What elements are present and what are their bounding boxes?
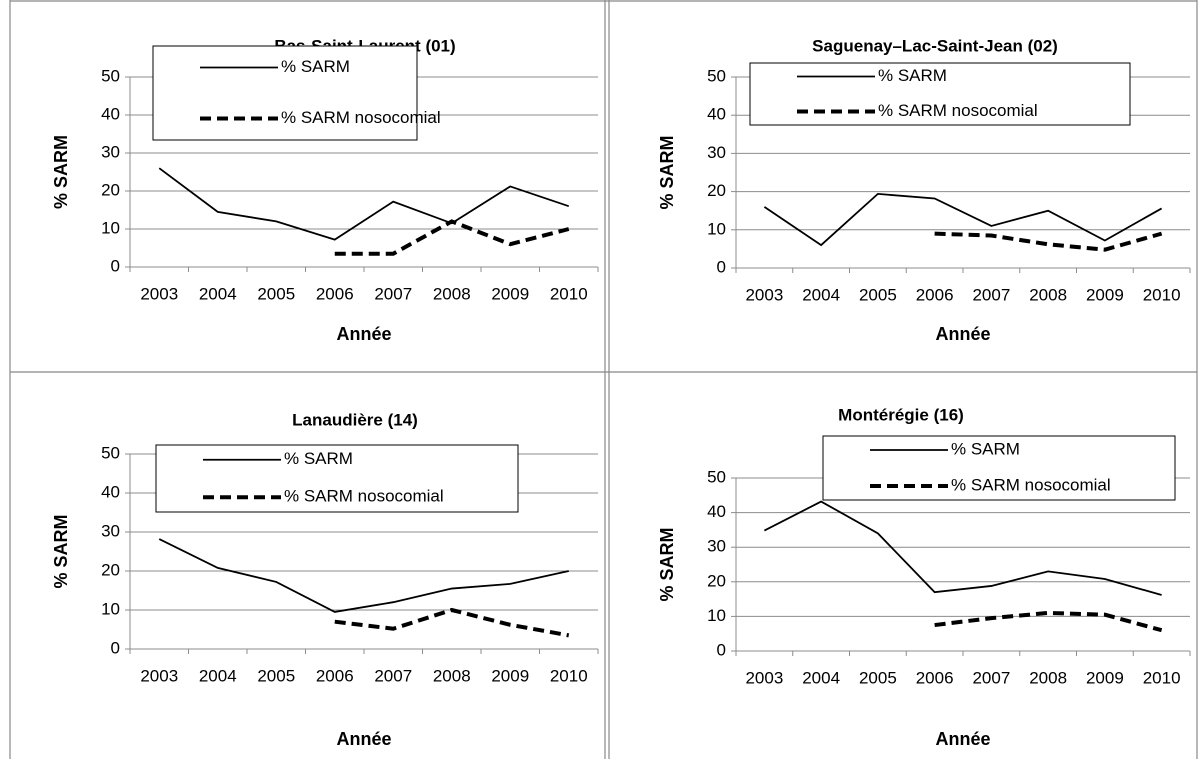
- x-tick-label: 2010: [1143, 668, 1181, 687]
- x-tick-label: 2003: [745, 285, 783, 304]
- y-tick-label: 30: [707, 143, 726, 162]
- x-axis-label: Année: [935, 324, 990, 344]
- x-tick-label: 2008: [1029, 668, 1067, 687]
- chart-title: Saguenay–Lac-Saint-Jean (02): [812, 36, 1058, 55]
- x-tick-label: 2004: [802, 285, 840, 304]
- x-axis-label: Année: [935, 729, 990, 749]
- x-tick-label: 2008: [1029, 285, 1067, 304]
- chart-title: Lanaudière (14): [292, 410, 418, 429]
- y-tick-label: 40: [101, 104, 120, 123]
- legend-label: % SARM: [281, 57, 350, 76]
- x-tick-label: 2007: [374, 284, 412, 303]
- x-tick-label: 2003: [745, 668, 783, 687]
- series-line: [158, 167, 570, 241]
- x-tick-label: 2007: [972, 668, 1010, 687]
- legend-box: [822, 435, 1176, 501]
- y-tick-label: 10: [101, 218, 120, 237]
- x-axis-label: Année: [336, 729, 391, 749]
- y-tick-label: 0: [717, 257, 726, 276]
- x-tick-label: 2010: [550, 666, 588, 685]
- series-line: [763, 192, 1163, 247]
- series-line: [334, 219, 570, 256]
- x-tick-label: 2005: [859, 285, 897, 304]
- y-tick-label: 0: [111, 256, 120, 275]
- y-tick-label: 0: [717, 640, 726, 659]
- series-line: [158, 538, 569, 613]
- chart-panel: Montérégie (16) % SARM Année 0 10 20 30 40 50 200…: [657, 405, 1191, 749]
- legend-label: % SARM nosocomial: [951, 475, 1111, 494]
- legend-label: % SARM nosocomial: [878, 101, 1038, 120]
- y-tick-label: 40: [707, 502, 726, 521]
- y-tick-label: 50: [101, 66, 120, 85]
- x-tick-label: 2007: [972, 285, 1010, 304]
- chart-title: Montérégie (16): [838, 405, 964, 424]
- legend: % SARM % SARM nosocomial: [152, 45, 441, 141]
- legend: % SARM % SARM nosocomial: [155, 444, 519, 513]
- y-tick-label: 30: [101, 142, 120, 161]
- panel-borders: [9, 0, 1198, 759]
- x-tick-label: 2008: [433, 284, 471, 303]
- series-line: [334, 607, 570, 638]
- y-tick-label: 30: [101, 521, 120, 540]
- x-tick-label: 2004: [802, 668, 840, 687]
- y-tick-label: 20: [101, 180, 120, 199]
- y-tick-label: 50: [101, 443, 120, 462]
- y-axis-label: % SARM: [51, 514, 71, 588]
- x-tick-label: 2005: [257, 284, 295, 303]
- x-tick-label: 2007: [374, 666, 412, 685]
- y-axis-label: % SARM: [51, 135, 71, 209]
- legend-label: % SARM nosocomial: [284, 487, 444, 506]
- x-tick-label: 2006: [916, 668, 954, 687]
- y-tick-label: 20: [101, 560, 120, 579]
- y-tick-label: 10: [101, 599, 120, 618]
- x-tick-label: 2005: [257, 666, 295, 685]
- x-tick-label: 2010: [1143, 285, 1181, 304]
- y-tick-label: 20: [707, 571, 726, 590]
- x-tick-label: 2003: [140, 666, 178, 685]
- legend-box: [152, 45, 418, 141]
- legend-label: % SARM nosocomial: [281, 108, 441, 127]
- x-tick-label: 2009: [491, 666, 529, 685]
- legend-box: [155, 444, 519, 513]
- y-tick-label: 40: [101, 482, 120, 501]
- y-tick-label: 20: [707, 181, 726, 200]
- x-tick-label: 2010: [550, 284, 588, 303]
- y-tick-label: 0: [111, 638, 120, 657]
- x-tick-label: 2009: [1086, 285, 1124, 304]
- y-axis-label: % SARM: [657, 135, 677, 209]
- x-tick-label: 2004: [199, 666, 237, 685]
- chart-panel: Bas-Saint-Laurent (01)% SARMAnnée0102030…: [51, 36, 599, 344]
- legend-label: % SARM: [284, 449, 353, 468]
- y-tick-label: 40: [707, 105, 726, 124]
- y-tick-label: 50: [707, 66, 726, 85]
- legend: % SARM % SARM nosocomial: [822, 435, 1176, 501]
- legend: % SARM % SARM nosocomial: [749, 62, 1131, 126]
- y-tick-label: 50: [707, 467, 726, 486]
- chart-panel: Saguenay–Lac-Saint-Jean (02) % SARM Année 0…: [657, 36, 1191, 344]
- legend-box: [749, 62, 1131, 126]
- y-tick-label: 10: [707, 219, 726, 238]
- x-tick-label: 2008: [433, 666, 471, 685]
- x-tick-label: 2003: [140, 284, 178, 303]
- series-line: [763, 500, 1162, 596]
- y-tick-label: 10: [707, 606, 726, 625]
- x-tick-label: 2009: [491, 284, 529, 303]
- chart-panel: Lanaudière (14) % SARM Année 0 10 20 30 40 50 200…: [51, 410, 599, 749]
- x-tick-label: 2004: [199, 284, 237, 303]
- x-tick-label: 2006: [316, 666, 354, 685]
- y-tick-label: 30: [707, 537, 726, 556]
- x-axis-label: Année: [336, 324, 391, 344]
- legend-label: % SARM: [878, 66, 947, 85]
- series-line: [934, 231, 1163, 252]
- y-axis-label: % SARM: [657, 527, 677, 601]
- x-tick-label: 2009: [1086, 668, 1124, 687]
- series-line: [934, 610, 1163, 633]
- legend-label: % SARM: [951, 439, 1020, 458]
- x-tick-label: 2006: [316, 284, 354, 303]
- x-tick-label: 2006: [916, 285, 954, 304]
- x-tick-label: 2005: [859, 668, 897, 687]
